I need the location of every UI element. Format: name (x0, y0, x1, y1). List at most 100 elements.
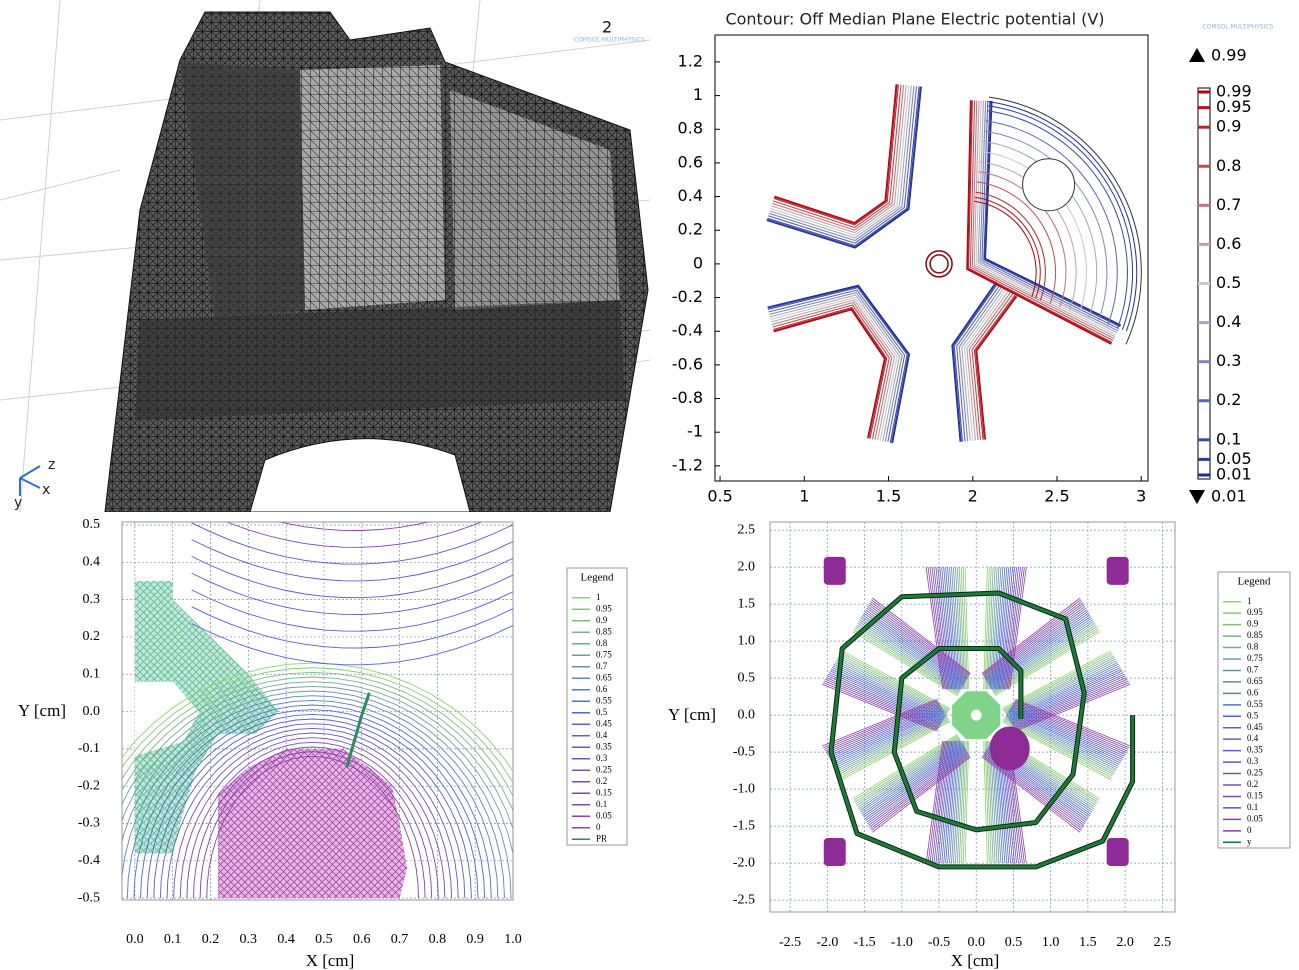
legend-label: y (1247, 836, 1252, 846)
y-axis-label: Y [cm] (668, 705, 716, 724)
legend-label: 0.9 (1247, 619, 1259, 629)
colorbar-label: 0.7 (1216, 195, 1241, 214)
legend-label: 0.1 (596, 799, 607, 809)
legend-label: 0.35 (596, 741, 612, 751)
index-label: 2 (602, 18, 612, 37)
colorbar-label: 0.5 (1216, 273, 1241, 292)
y-tick-label: 2.5 (738, 522, 756, 537)
legend-label: 0.5 (1247, 710, 1259, 720)
legend-label: 0.75 (596, 649, 612, 659)
y-tick-label: 0.0 (738, 707, 756, 722)
y-tick-label: -0.2 (78, 778, 100, 793)
electrode (1107, 557, 1129, 585)
legend-label: 0.7 (596, 661, 608, 671)
legend-label: 0.15 (1247, 791, 1263, 801)
x-tick-label: 2.0 (1116, 935, 1134, 950)
legend-label: 1 (1247, 596, 1252, 606)
x-tick-label: 1.5 (876, 487, 901, 506)
x-tick-label: 0.5 (315, 932, 333, 947)
x-tick-label: 0.3 (240, 932, 258, 947)
chart-panel: 0.0 0.1 0.2 0.3 0.4 0.5 0.6 0.7 0.8 0.9 1.0 -0.5 -0.… (18, 472, 627, 970)
x-tick-label: 1.5 (1079, 935, 1097, 950)
y-tick-label: 0.6 (678, 152, 703, 171)
x-tick-label: 0.9 (466, 932, 484, 947)
x-tick-label: 2.5 (1044, 487, 1069, 506)
max-marker (1189, 48, 1205, 62)
x-tick-label: 0.5 (707, 487, 732, 506)
chart-panel: 0.511.522.53-1.2-1-0.8-0.6-0.4-0.200.20.… (672, 10, 1274, 506)
y-tick-label: 0.5 (738, 670, 756, 685)
legend-label: 0.7 (1247, 665, 1259, 675)
axis-label: x (42, 482, 50, 498)
legend-label: 0.8 (596, 638, 608, 648)
legend-label: 0.65 (596, 672, 612, 682)
x-axis-label: X [cm] (306, 951, 355, 970)
legend-label: 0.2 (596, 776, 607, 786)
y-tick-label: -2.5 (733, 892, 755, 907)
boundary (1023, 159, 1075, 211)
legend-label: 0.05 (596, 810, 612, 820)
colorbar-label: 0.01 (1216, 465, 1252, 484)
legend-label: 0.1 (1247, 802, 1258, 812)
legend-label: 0.75 (1247, 653, 1263, 663)
x-tick-label: -2.5 (779, 935, 801, 950)
y-tick-label: 1.2 (678, 51, 703, 70)
x-tick-label: 1 (799, 487, 809, 506)
legend-label: 0 (596, 822, 601, 832)
y-tick-label: -0.1 (78, 741, 100, 756)
x-tick-label: 3 (1136, 487, 1146, 506)
colorbar-label: 0.3 (1216, 351, 1241, 370)
x-tick-label: 0.5 (1005, 935, 1023, 950)
axis-label: y (14, 495, 22, 511)
x-tick-label: 0.6 (353, 932, 371, 947)
y-tick-label: 0.4 (83, 555, 101, 570)
y-tick-label: -1.2 (672, 455, 703, 474)
legend-label: 1 (596, 592, 601, 602)
legend-label: 0.8 (1247, 642, 1259, 652)
x-tick-label: -2.0 (816, 935, 838, 950)
x-tick-label: 0.8 (429, 932, 447, 947)
x-tick-label: 1.0 (1042, 935, 1060, 950)
legend-label: 0.3 (596, 753, 608, 763)
x-tick-label: 2.5 (1154, 935, 1172, 950)
legend-label: 0.6 (596, 684, 608, 694)
y-tick-label: -0.4 (672, 321, 703, 340)
legend-label: 0.3 (1247, 756, 1259, 766)
chart-panel: -2.5-2.0-1.5-1.0-0.50.00.51.01.52.02.5-2… (668, 522, 1290, 970)
legend-label: 0.4 (1247, 733, 1259, 743)
figure: z x y 2 COMSOL MULTIPHYSICS 0.511.522.53… (0, 0, 1299, 970)
chart-title: Contour: Off Median Plane Electric poten… (725, 10, 1104, 29)
legend-label: 0.45 (596, 718, 612, 728)
x-tick-label: -1.5 (853, 935, 875, 950)
y-tick-label: 2.0 (738, 559, 756, 574)
x-tick-label: 0.7 (391, 932, 409, 947)
colorbar-label: 0.6 (1216, 234, 1241, 253)
x-tick-label: 0.2 (202, 932, 220, 947)
y-tick-label: 0.0 (83, 704, 101, 719)
legend-title: Legend (1238, 576, 1271, 588)
x-tick-label: 2 (968, 487, 978, 506)
y-tick-label: 0.4 (678, 186, 703, 205)
legend-title: Legend (581, 572, 614, 584)
y-tick-label: -0.5 (78, 890, 100, 905)
x-tick-label: 1.0 (504, 932, 522, 947)
y-tick-label: -0.2 (672, 287, 703, 306)
y-tick-label: 0.5 (83, 517, 101, 532)
x-tick-label: 0.0 (126, 932, 144, 947)
y-tick-label: -1 (687, 422, 703, 441)
y-tick-label: 0.2 (678, 220, 703, 239)
legend-label: PR (596, 833, 607, 843)
legend-label: 0.6 (1247, 687, 1259, 697)
legend-label: 0.55 (1247, 699, 1263, 709)
electrode (970, 709, 982, 721)
electrode (1107, 838, 1129, 866)
legend-label: 0.25 (1247, 768, 1263, 778)
page: z x y 2 COMSOL MULTIPHYSICS 0.511.522.53… (0, 0, 1299, 970)
legend-label: 0 (1247, 825, 1252, 835)
logo: COMSOL MULTIPHYSICS (574, 37, 645, 44)
colorbar-label: 0.4 (1216, 312, 1241, 331)
min-marker (1189, 490, 1205, 504)
electrode (824, 838, 846, 866)
legend-label: 0.45 (1247, 722, 1263, 732)
x-tick-label: -0.5 (928, 935, 950, 950)
